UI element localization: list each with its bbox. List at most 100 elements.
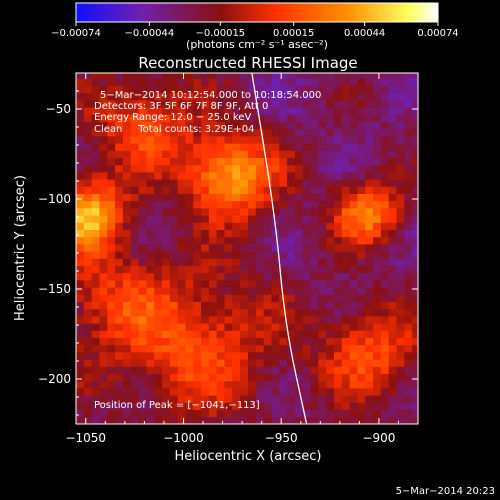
heatmap-cell [161, 330, 171, 338]
heatmap-cell [240, 136, 249, 144]
heatmap-cell [216, 330, 225, 338]
heatmap-cell [91, 121, 100, 130]
heatmap-cell [169, 107, 179, 115]
heatmap-cell [255, 265, 265, 274]
heatmap-cell [161, 179, 171, 187]
heatmap-cell [373, 85, 382, 94]
heatmap-cell [333, 373, 343, 382]
heatmap-cell [357, 337, 366, 346]
heatmap-cell [83, 265, 93, 274]
heatmap-cell [122, 265, 132, 274]
heatmap-cell [91, 416, 100, 424]
heatmap-cell [333, 409, 343, 418]
heatmap-cell [310, 251, 319, 259]
heatmap-cell [255, 215, 265, 223]
heatmap-cell [130, 409, 139, 418]
heatmap-cell [146, 380, 155, 389]
heatmap-cell [91, 337, 100, 346]
heatmap-cell [287, 186, 296, 194]
heatmap-cell [412, 186, 418, 194]
heatmap-cell [341, 395, 350, 403]
heatmap-cell [216, 193, 225, 202]
heatmap-cell [177, 416, 186, 424]
heatmap-cell [255, 143, 265, 151]
heatmap-cell [161, 308, 171, 317]
heatmap-cell [193, 121, 202, 130]
heatmap-cell [138, 366, 147, 374]
heatmap-cell [201, 402, 210, 410]
heatmap-cell [208, 172, 218, 180]
heatmap-cell [341, 229, 350, 238]
heatmap-cell [302, 323, 311, 331]
heatmap-cell [91, 100, 100, 108]
heatmap-cell [83, 366, 93, 374]
heatmap-cell [138, 272, 147, 281]
heatmap-cell [380, 164, 390, 173]
heatmap-cell [154, 337, 163, 346]
heatmap-cell [380, 229, 390, 238]
heatmap-cell [76, 157, 85, 166]
heatmap-cell [287, 222, 296, 230]
heatmap-cell [357, 128, 366, 137]
heatmap-cell [99, 215, 108, 223]
heatmap-cell [76, 366, 85, 374]
heatmap-cell [294, 128, 304, 137]
heatmap-cell [255, 272, 265, 281]
heatmap-cell [76, 164, 85, 173]
heatmap-cell [294, 143, 304, 151]
heatmap-cell [333, 287, 343, 295]
heatmap-cell [185, 222, 194, 230]
heatmap-cell [161, 352, 171, 360]
heatmap-cell [232, 236, 241, 245]
heatmap-cell [326, 222, 335, 230]
heatmap-cell [76, 373, 85, 382]
heatmap-cell [247, 121, 257, 130]
heatmap-cell [224, 416, 233, 424]
heatmap-cell [255, 373, 265, 382]
heatmap-cell [365, 136, 374, 144]
heatmap-cell [333, 186, 343, 194]
heatmap-cell [185, 330, 194, 338]
colorbar-unit-label: (photons cm⁻² s⁻¹ asec⁻²) [186, 38, 328, 51]
heatmap-cell [373, 114, 382, 122]
heatmap-cell [169, 388, 179, 396]
heatmap-cell [224, 100, 233, 108]
heatmap-cell [404, 301, 413, 310]
heatmap-cell [365, 150, 374, 158]
heatmap-cell [99, 73, 108, 79]
heatmap-cell [287, 208, 296, 216]
heatmap-cell [130, 157, 139, 166]
heatmap-cell [365, 280, 374, 288]
heatmap-cell [99, 402, 108, 410]
heatmap-cell [240, 323, 249, 331]
heatmap-cell [154, 92, 163, 101]
heatmap-cell [115, 373, 124, 382]
heatmap-cell [388, 402, 397, 410]
heatmap-cell [146, 186, 155, 194]
heatmap-cell [388, 409, 397, 418]
heatmap-cell [208, 73, 218, 79]
heatmap-cell [99, 172, 108, 180]
heatmap-cell [83, 258, 93, 266]
heatmap-cell [177, 344, 186, 353]
heatmap-cell [287, 301, 296, 310]
heatmap-cell [263, 301, 272, 310]
heatmap-cell [255, 164, 265, 173]
heatmap-cell [138, 85, 147, 94]
heatmap-cell [287, 172, 296, 180]
heatmap-cell [99, 272, 108, 281]
heatmap-cell [232, 373, 241, 382]
heatmap-cell [185, 366, 194, 374]
heatmap-cell [224, 150, 233, 158]
heatmap-cell [279, 337, 288, 346]
heatmap-cell [247, 337, 257, 346]
heatmap-cell [341, 344, 350, 353]
heatmap-cell [224, 402, 233, 410]
heatmap-cell [138, 373, 147, 382]
heatmap-cell [365, 366, 374, 374]
heatmap-cell [349, 316, 358, 324]
heatmap-cell [76, 388, 85, 396]
heatmap-cell [341, 330, 350, 338]
heatmap-cell [91, 164, 100, 173]
heatmap-cell [240, 200, 249, 209]
